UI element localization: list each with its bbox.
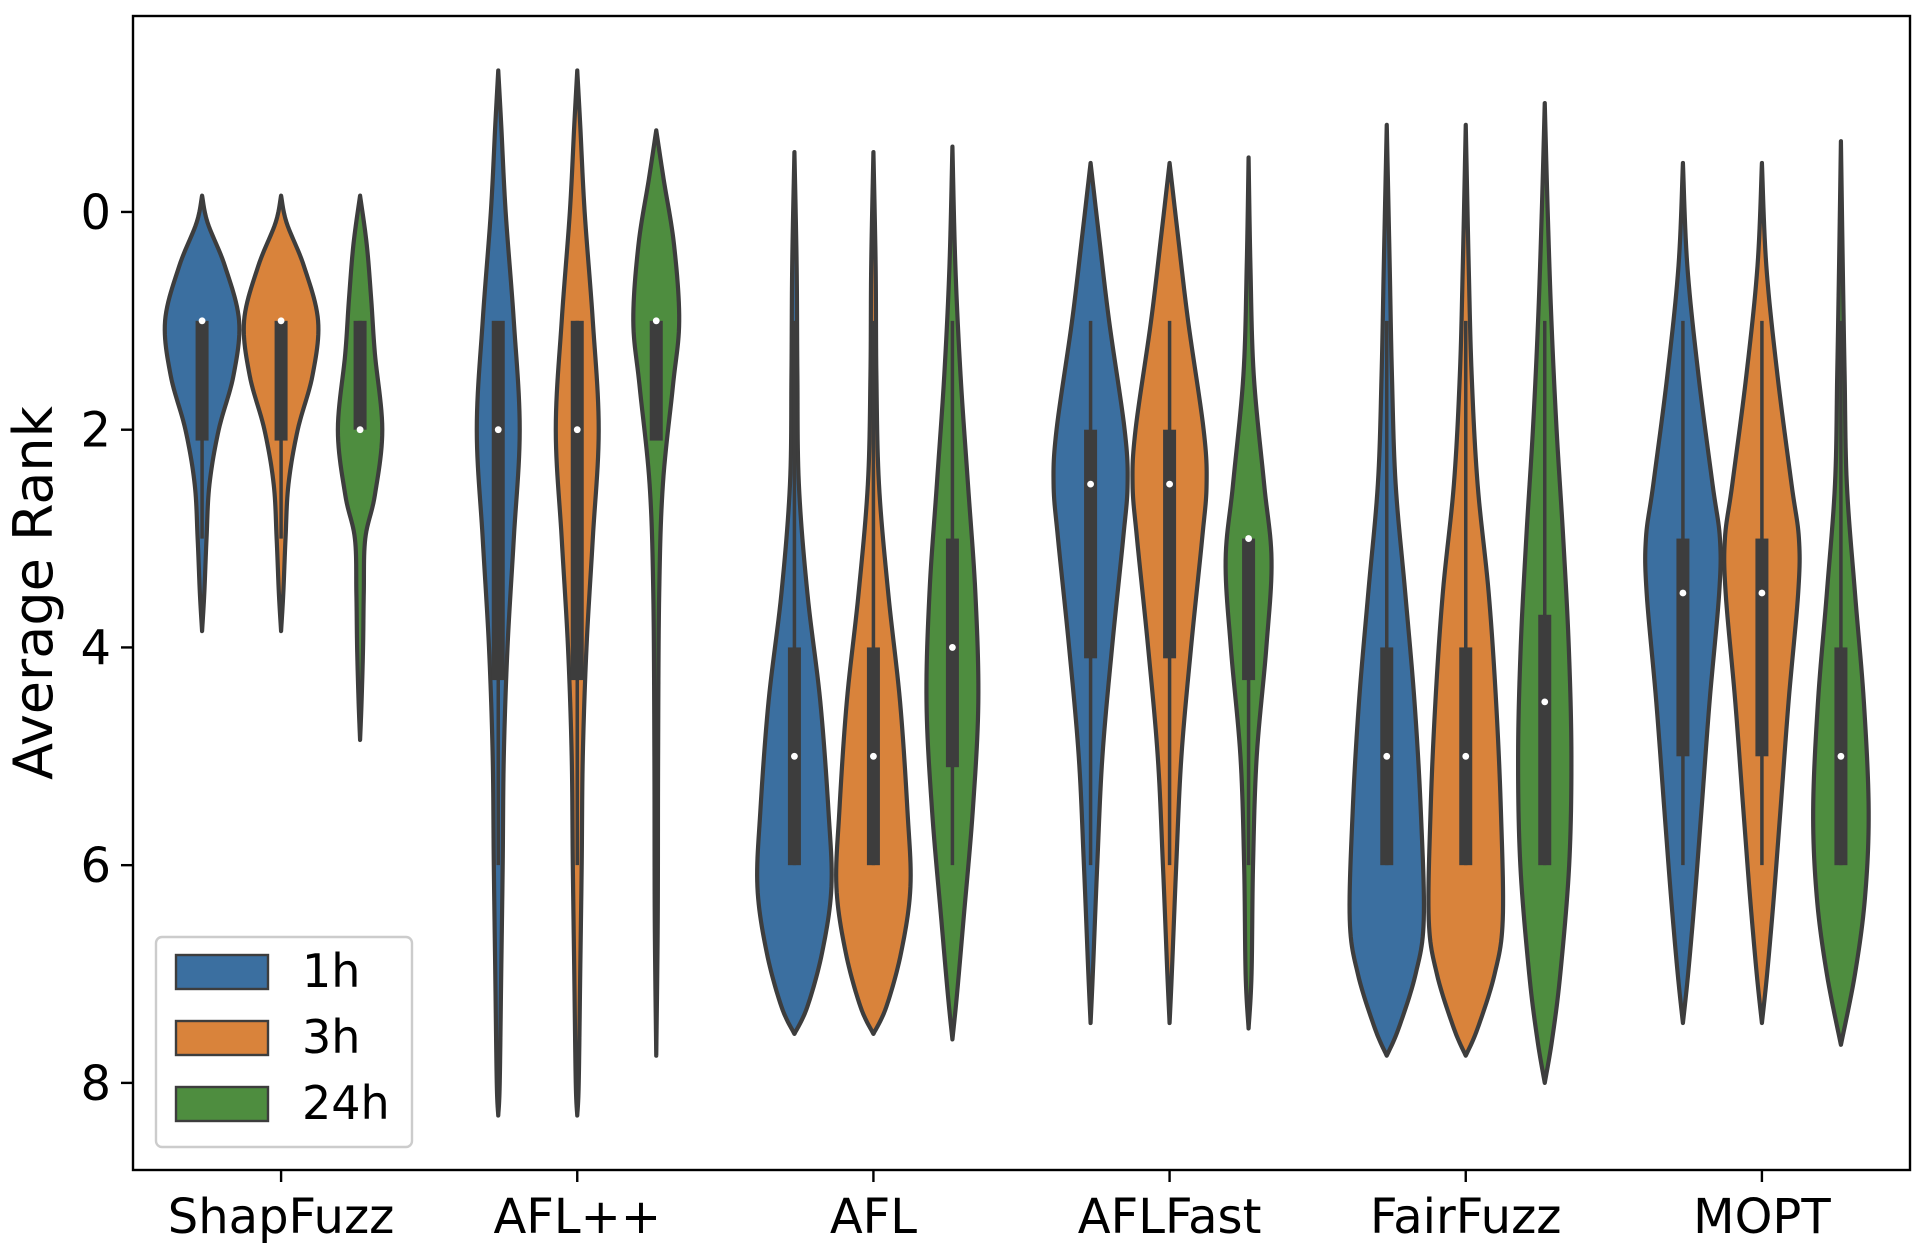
- iqr-box-3h-AFL++: [570, 320, 584, 681]
- legend-label-24h: 24h: [302, 1076, 390, 1130]
- iqr-box-1h-MOPT: [1676, 538, 1690, 757]
- legend-label-1h: 1h: [302, 944, 360, 998]
- median-3h-AFLFast: [1166, 480, 1173, 488]
- median-24h-FairFuzz: [1541, 698, 1549, 706]
- iqr-box-1h-ShapFuzz: [195, 320, 209, 441]
- median-1h-AFL: [791, 752, 798, 760]
- median-24h-AFL++: [652, 317, 660, 325]
- median-3h-AFL: [870, 752, 877, 760]
- iqr-box-3h-ShapFuzz: [274, 320, 288, 441]
- median-3h-ShapFuzz: [277, 317, 285, 325]
- legend-swatch-3h: [174, 1019, 270, 1057]
- median-3h-MOPT: [1758, 589, 1766, 597]
- iqr-box-3h-AFLFast: [1163, 429, 1177, 659]
- median-24h-AFL: [949, 644, 956, 651]
- median-24h-AFLFast: [1245, 535, 1252, 542]
- x-axis: ShapFuzz AFL++ AFL AFLFast FairFuzz MOPT: [168, 1170, 1831, 1245]
- iqr-box-24h-FairFuzz: [1538, 614, 1552, 866]
- x-tick-label-AFL++: AFL++: [493, 1189, 661, 1245]
- legend: 1h 3h 24h: [154, 935, 414, 1149]
- median-1h-AFLFast: [1087, 480, 1094, 488]
- iqr-box-24h-AFL: [945, 538, 959, 768]
- violin-group: [162, 68, 1871, 1118]
- y-tick-label: 4: [80, 620, 111, 676]
- y-tick-label: 6: [80, 838, 111, 894]
- y-axis-label: Average Rank: [2, 405, 65, 780]
- median-24h-MOPT: [1837, 752, 1845, 760]
- x-tick-label-MOPT: MOPT: [1693, 1189, 1831, 1245]
- iqr-box-1h-AFLFast: [1084, 429, 1098, 659]
- iqr-box-3h-MOPT: [1755, 538, 1769, 757]
- median-3h-FairFuzz: [1462, 752, 1470, 760]
- x-tick-label-AFLFast: AFLFast: [1078, 1189, 1262, 1245]
- x-tick-label-AFL: AFL: [830, 1189, 917, 1245]
- median-1h-AFL++: [494, 426, 502, 434]
- legend-swatch-24h: [174, 1085, 270, 1123]
- median-1h-MOPT: [1679, 589, 1687, 597]
- median-24h-ShapFuzz: [356, 426, 364, 434]
- x-tick-label-ShapFuzz: ShapFuzz: [168, 1189, 395, 1245]
- iqr-box-24h-AFLFast: [1242, 538, 1256, 681]
- median-3h-AFL++: [573, 426, 581, 434]
- x-tick-label-FairFuzz: FairFuzz: [1370, 1189, 1561, 1245]
- legend-label-3h: 3h: [302, 1010, 360, 1064]
- violin-24h-AFL++: [631, 128, 682, 1058]
- iqr-box-24h-AFL++: [649, 320, 663, 441]
- y-tick-label: 8: [80, 1056, 111, 1112]
- iqr-box-1h-AFL++: [491, 320, 505, 681]
- y-axis: 0 2 4 6 8: [80, 185, 133, 1112]
- median-1h-FairFuzz: [1383, 752, 1391, 760]
- legend-swatch-1h: [174, 953, 270, 991]
- iqr-box-24h-ShapFuzz: [353, 320, 367, 430]
- plot-frame: [131, 14, 1912, 1172]
- y-tick-label: 0: [80, 185, 111, 241]
- y-tick-label: 2: [80, 403, 111, 459]
- violin-24h-ShapFuzz: [335, 193, 385, 743]
- median-1h-ShapFuzz: [198, 317, 206, 325]
